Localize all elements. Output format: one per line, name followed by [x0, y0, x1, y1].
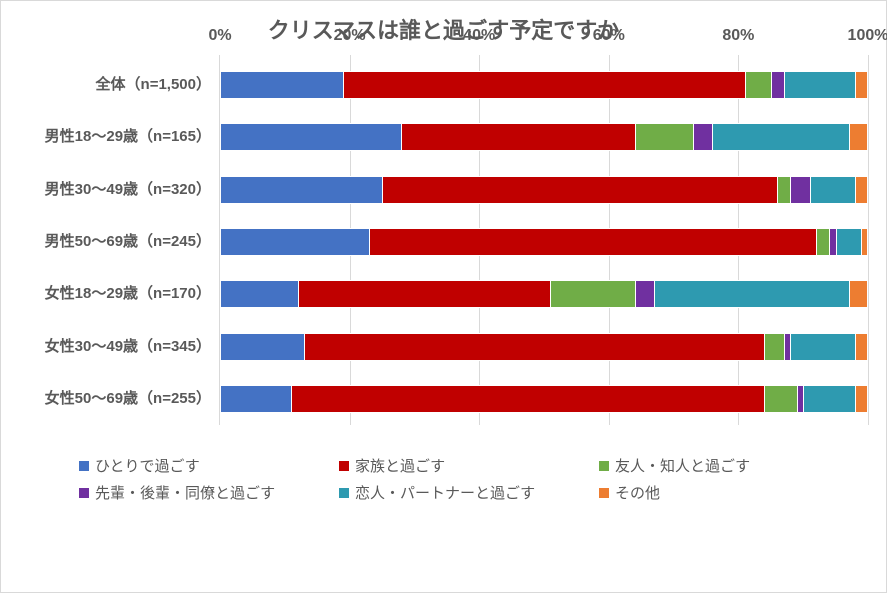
- bar-segment: [304, 333, 764, 361]
- bar-row: [220, 385, 868, 413]
- bar-segment: [803, 385, 855, 413]
- y-axis-labels: 全体（n=1,500）男性18～29歳（n=165）男性30～49歳（n=320…: [19, 55, 219, 425]
- x-axis-labels: 0%20%40%60%80%100%: [220, 27, 868, 51]
- bar-row: [220, 123, 868, 151]
- y-axis-label: 女性18～29歳（n=170）: [19, 268, 211, 320]
- bar-segment: [849, 123, 868, 151]
- x-tick-label: 80%: [722, 27, 754, 45]
- bar-segment: [291, 385, 764, 413]
- bar-segment: [635, 123, 693, 151]
- bar-segment: [855, 176, 868, 204]
- bar-segment: [764, 385, 796, 413]
- bar-segment: [369, 228, 816, 256]
- bar-segment: [849, 280, 868, 308]
- legend-swatch: [79, 488, 89, 498]
- y-axis-label: 女性50～69歳（n=255）: [19, 373, 211, 425]
- bar-segment: [220, 123, 401, 151]
- bar-segment: [836, 228, 862, 256]
- bar-segment: [790, 333, 855, 361]
- y-axis-label: 女性30～49歳（n=345）: [19, 321, 211, 373]
- legend-label: 友人・知人と過ごす: [615, 455, 750, 476]
- x-tick-label: 100%: [848, 27, 887, 45]
- bar-segment: [220, 280, 298, 308]
- y-axis-label: 男性30～49歳（n=320）: [19, 164, 211, 216]
- bar-segment: [790, 176, 809, 204]
- legend-label: 家族と過ごす: [355, 455, 445, 476]
- chart-container: クリスマスは誰と過ごす予定ですか 全体（n=1,500）男性18～29歳（n=1…: [0, 0, 887, 593]
- bar-segment: [654, 280, 848, 308]
- bar-row: [220, 71, 868, 99]
- bar-segment: [220, 333, 304, 361]
- legend-item: 恋人・パートナーと過ごす: [339, 482, 599, 503]
- legend-label: 恋人・パートナーと過ごす: [355, 482, 535, 503]
- bar-segment: [855, 385, 868, 413]
- bar-segment: [745, 71, 771, 99]
- bar-segment: [771, 71, 784, 99]
- gridline: [868, 55, 869, 425]
- bars-rows: [220, 59, 868, 425]
- legend-item: 先輩・後輩・同僚と過ごす: [79, 482, 339, 503]
- legend-item: 友人・知人と過ごす: [599, 455, 859, 476]
- bar-segment: [764, 333, 783, 361]
- y-axis-label: 男性50～69歳（n=245）: [19, 216, 211, 268]
- legend-swatch: [599, 461, 609, 471]
- bar-segment: [693, 123, 712, 151]
- bar-segment: [550, 280, 634, 308]
- bar-segment: [777, 176, 790, 204]
- legend-swatch: [339, 461, 349, 471]
- x-tick-label: 40%: [463, 27, 495, 45]
- bar-segment: [635, 280, 654, 308]
- x-tick-label: 20%: [334, 27, 366, 45]
- legend: ひとりで過ごす 家族と過ごす 友人・知人と過ごす先輩・後輩・同僚と過ごす 恋人・パート…: [79, 455, 868, 503]
- bar-segment: [816, 228, 829, 256]
- y-axis-label: 全体（n=1,500）: [19, 59, 211, 111]
- bar-segment: [220, 71, 343, 99]
- legend-label: ひとりで過ごす: [95, 455, 200, 476]
- bar-segment: [343, 71, 745, 99]
- bar-segment: [298, 280, 551, 308]
- bar-row: [220, 280, 868, 308]
- plot-area: 全体（n=1,500）男性18～29歳（n=165）男性30～49歳（n=320…: [19, 55, 868, 425]
- bar-segment: [401, 123, 634, 151]
- bars-area: 0%20%40%60%80%100%: [219, 55, 868, 425]
- legend-label: 先輩・後輩・同僚と過ごす: [95, 482, 275, 503]
- legend-item: 家族と過ごす: [339, 455, 599, 476]
- x-tick-label: 60%: [593, 27, 625, 45]
- bar-segment: [712, 123, 848, 151]
- bar-segment: [861, 228, 867, 256]
- bar-segment: [220, 385, 291, 413]
- bar-segment: [220, 228, 369, 256]
- bar-segment: [855, 333, 868, 361]
- bar-row: [220, 333, 868, 361]
- bar-row: [220, 228, 868, 256]
- y-axis-label: 男性18～29歳（n=165）: [19, 111, 211, 163]
- bar-segment: [784, 71, 855, 99]
- bar-segment: [810, 176, 855, 204]
- legend-label: その他: [615, 482, 660, 503]
- bar-segment: [220, 176, 382, 204]
- bar-segment: [855, 71, 868, 99]
- x-tick-label: 0%: [208, 27, 231, 45]
- legend-swatch: [599, 488, 609, 498]
- legend-item: その他: [599, 482, 859, 503]
- bar-segment: [382, 176, 777, 204]
- bar-row: [220, 176, 868, 204]
- legend-swatch: [339, 488, 349, 498]
- legend-swatch: [79, 461, 89, 471]
- legend-item: ひとりで過ごす: [79, 455, 339, 476]
